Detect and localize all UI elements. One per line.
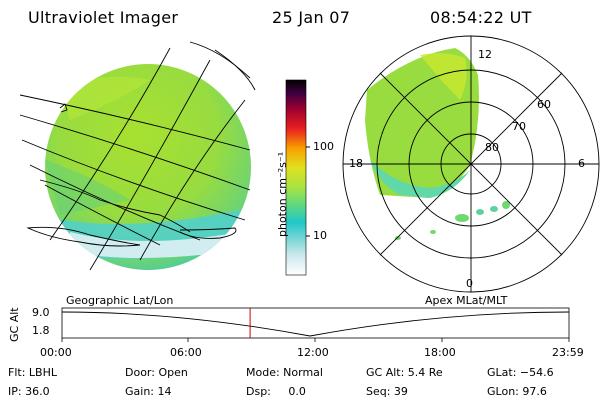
lat-label-60: 60 bbox=[537, 98, 551, 111]
date-label: 25 Jan 07 bbox=[272, 8, 351, 27]
mlt-label-0: 0 bbox=[466, 277, 473, 290]
colorbar-tick-100: 100 bbox=[313, 140, 334, 153]
timeline-x-label-0600: 06:00 bbox=[170, 346, 202, 359]
mlt-label-6: 6 bbox=[578, 157, 585, 170]
timeline-x-label-0000: 00:00 bbox=[40, 346, 72, 359]
glon-info: GLon: 97.6 bbox=[487, 385, 547, 398]
ip-info: IP: 36.0 bbox=[8, 385, 50, 398]
filter-info: Flt: LBHL bbox=[8, 366, 57, 379]
time-label: 08:54:22 UT bbox=[430, 8, 532, 27]
timeline-axis-title: GC Alt bbox=[8, 307, 21, 342]
lat-label-80: 80 bbox=[485, 141, 499, 154]
dsp-info: Dsp: 0.0 bbox=[246, 385, 306, 398]
timeline-x-label-1200: 12:00 bbox=[297, 346, 329, 359]
timeline-y-label-top: 9.0 bbox=[32, 306, 50, 319]
earth-image bbox=[19, 41, 256, 271]
timeline-x-label-1800: 18:00 bbox=[424, 346, 456, 359]
timeline bbox=[61, 307, 570, 342]
instrument-title: Ultraviolet Imager bbox=[28, 8, 179, 27]
gc-alt-info: GC Alt: 5.4 Re bbox=[366, 366, 443, 379]
mode-info: Mode: Normal bbox=[246, 366, 323, 379]
mlt-label-18: 18 bbox=[349, 157, 363, 170]
gain-info: Gain: 14 bbox=[125, 385, 172, 398]
door-info: Door: Open bbox=[125, 366, 188, 379]
colorbar bbox=[285, 79, 310, 276]
polar-plot bbox=[342, 35, 600, 293]
glat-info: GLat: −54.6 bbox=[487, 366, 554, 379]
timeline-x-label-2359: 23:59 bbox=[552, 346, 584, 359]
timeline-right-caption: Apex MLat/MLT bbox=[425, 294, 508, 307]
lat-label-70: 70 bbox=[512, 120, 526, 133]
timeline-y-label-bottom: 1.8 bbox=[32, 324, 50, 337]
seq-info: Seq: 39 bbox=[366, 385, 408, 398]
timeline-left-caption: Geographic Lat/Lon bbox=[66, 294, 174, 307]
colorbar-unit-label: photon cm⁻²s⁻¹ bbox=[276, 151, 289, 237]
colorbar-tick-10: 10 bbox=[313, 229, 327, 242]
mlt-label-12: 12 bbox=[478, 48, 492, 61]
